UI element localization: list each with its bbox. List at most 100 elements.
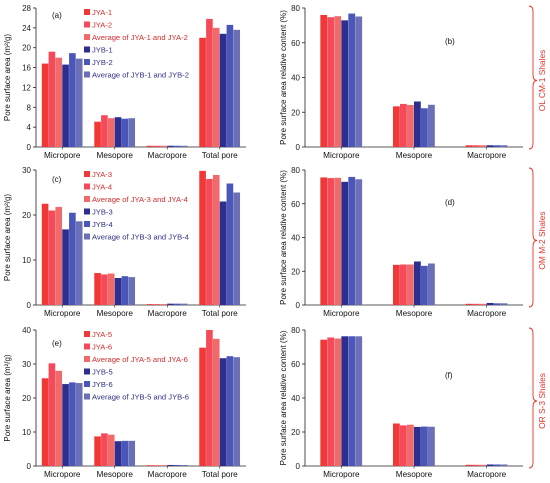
y-tick-label: 0 (296, 462, 301, 471)
bar-jya-4 (153, 304, 161, 305)
legend-item: JYA-5 (92, 330, 112, 339)
panel-tag: (b) (445, 37, 455, 46)
y-tick-label: 20 (22, 44, 31, 53)
bar-jya-4 (400, 264, 407, 305)
legend-swatch (84, 331, 90, 337)
bar-average-of-jyb-3-and-jyb-4 (500, 303, 508, 305)
bar-jyb-6 (226, 356, 234, 466)
bar-jya-1 (199, 37, 206, 147)
bar-jya-3 (94, 273, 101, 305)
bar-jyb-2 (421, 108, 428, 147)
legend-item: JYA-2 (92, 21, 112, 30)
x-category-label: Mesopore (97, 151, 134, 160)
legend-swatch (84, 46, 90, 53)
x-category-label: Micropore (44, 151, 81, 160)
legend-swatch (84, 221, 90, 227)
bar-jyb-4 (69, 212, 76, 305)
bar-jyb-2 (348, 13, 356, 148)
y-tick-label: 80 (291, 4, 300, 13)
bar-jya-3 (199, 170, 206, 305)
x-category-label: Mesopore (97, 309, 134, 318)
legend-swatch (84, 233, 90, 240)
y-tick-label: 8 (27, 103, 32, 112)
legend-swatch (84, 9, 90, 15)
bar-jya-1 (465, 145, 473, 147)
bar-jyb-6 (493, 464, 501, 466)
bar-jya-2 (48, 51, 56, 147)
bar-average-of-jya-5-and-jya-6 (407, 424, 414, 466)
legend-item: JYB-6 (92, 380, 113, 389)
bar-jyb-5 (114, 441, 122, 466)
bar-jya-6 (48, 363, 56, 466)
bar-jya-4 (327, 178, 335, 305)
legend-swatch (84, 171, 90, 177)
bar-jya-1 (94, 121, 101, 147)
bar-average-of-jya-1-and-jya-2 (407, 104, 414, 147)
legend-item: Average of JYB-5 and JYB-6 (92, 393, 189, 402)
y-tick-label: 12 (22, 83, 31, 92)
bar-jyb-1 (62, 64, 69, 147)
x-category-label: Mesopore (396, 151, 433, 160)
bar-jyb-1 (486, 145, 494, 147)
bar-average-of-jya-3-and-jya-4 (407, 264, 414, 305)
y-tick-label: 40 (22, 326, 31, 335)
x-category-label: Mesopore (396, 470, 433, 479)
bar-average-of-jyb-3-and-jyb-4 (75, 221, 83, 305)
y-tick-label: 40 (291, 74, 300, 83)
y-tick-label: 80 (291, 166, 300, 175)
row-bracket-1: OL CM-1 Shales (528, 5, 547, 150)
bar-average-of-jyb-1-and-jyb-2 (180, 145, 188, 147)
bar-average-of-jyb-3-and-jyb-4 (355, 179, 363, 305)
bar-jya-5 (146, 465, 154, 466)
y-tick-label: 24 (22, 24, 31, 33)
bar-jya-2 (472, 145, 480, 147)
bar-jya-1 (393, 106, 400, 147)
bar-average-of-jya-3-and-jya-4 (55, 206, 63, 305)
x-category-label: Micropore (323, 309, 360, 318)
bar-average-of-jyb-1-and-jyb-2 (75, 58, 83, 148)
row-label: OR S-3 Shales (537, 373, 547, 429)
y-axis-label: Pore surface area (m²/g) (3, 194, 12, 281)
x-category-label: Mesopore (396, 309, 433, 318)
y-tick-label: 20 (22, 211, 31, 220)
bar-average-of-jyb-5-and-jyb-6 (355, 336, 363, 466)
panel-tag: (a) (52, 11, 62, 20)
bar-jyb-5 (486, 464, 494, 466)
legend-item: Average of JYA-5 and JYA-6 (92, 355, 188, 364)
bar-average-of-jya-1-and-jya-2 (107, 118, 115, 147)
panel-tag: (d) (445, 198, 455, 207)
x-category-label: Macropore (467, 470, 507, 479)
y-axis-label: Pore surface area (m²/g) (3, 354, 12, 441)
legend-item: Average of JYA-1 and JYA-2 (92, 33, 188, 42)
bar-jyb-3 (219, 201, 227, 305)
bar-jyb-5 (167, 464, 174, 466)
bar-jyb-5 (341, 336, 349, 466)
bar-jyb-2 (493, 145, 501, 147)
bar-average-of-jyb-1-and-jyb-2 (428, 104, 435, 147)
y-tick-label: 60 (291, 360, 300, 369)
x-category-label: Total pore (202, 151, 238, 160)
bar-jya-4 (48, 210, 56, 305)
y-tick-label: 10 (22, 256, 31, 265)
row-bracket-3: OR S-3 Shales (528, 327, 547, 469)
legend-swatch (84, 368, 90, 375)
bar-jyb-4 (226, 183, 234, 305)
bar-jyb-3 (114, 278, 122, 305)
x-category-label: Macropore (148, 470, 188, 479)
x-category-label: Total pore (202, 470, 238, 479)
bar-jya-2 (327, 17, 335, 147)
row-bracket-2: OM M-2 Shales (528, 167, 547, 308)
bar-jya-1 (320, 14, 328, 148)
y-tick-label: 20 (291, 267, 300, 276)
x-category-label: Micropore (44, 309, 81, 318)
bar-average-of-jyb-5-and-jyb-6 (500, 464, 508, 466)
bar-jya-6 (327, 337, 335, 466)
y-tick-label: 20 (291, 108, 300, 117)
bar-average-of-jya-5-and-jya-6 (107, 434, 115, 466)
bar-jyb-1 (167, 145, 174, 147)
legend-swatch (84, 21, 90, 28)
legend-swatch (84, 381, 90, 387)
y-tick-label: 16 (22, 64, 31, 73)
